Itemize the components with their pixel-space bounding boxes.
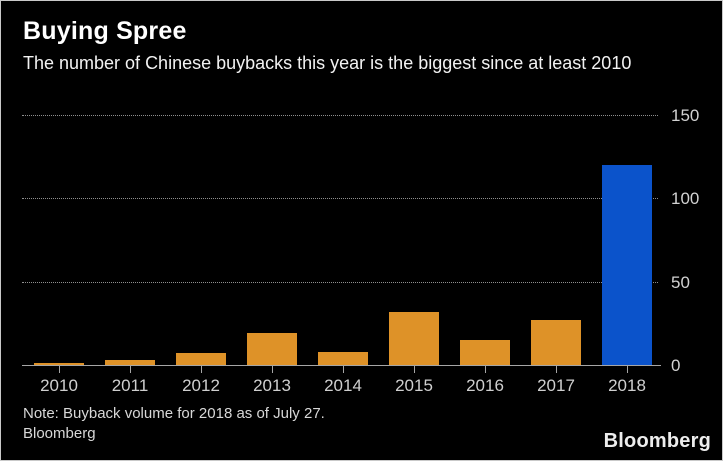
- footnote-line1: Note: Buyback volume for 2018 as of July…: [23, 405, 325, 422]
- bar-2017: [531, 320, 581, 365]
- x-axis-label-2012: 2012: [182, 376, 220, 395]
- x-axis-tick-2014: [343, 366, 344, 373]
- y-axis-label-150: 150: [671, 106, 700, 125]
- bar-2010: [34, 363, 84, 365]
- bloomberg-logo: Bloomberg: [603, 430, 711, 452]
- chart-subtitle: The number of Chinese buybacks this year…: [23, 53, 632, 73]
- x-axis-label-2014: 2014: [324, 376, 362, 395]
- bar-2018: [602, 165, 652, 365]
- x-axis-label-2015: 2015: [395, 376, 433, 395]
- gridline-50: [22, 281, 658, 283]
- x-axis-label-2013: 2013: [253, 376, 291, 395]
- x-axis-label-2018: 2018: [608, 376, 646, 395]
- x-axis-tick-2015: [414, 366, 415, 373]
- bar-2014: [318, 351, 368, 365]
- gridline-100: [22, 198, 658, 200]
- bar-2012: [176, 353, 226, 365]
- footnote-line2: Bloomberg: [23, 425, 96, 442]
- bar-2016: [460, 340, 510, 365]
- x-axis-tick-2017: [556, 366, 557, 373]
- bar-2015: [389, 311, 439, 365]
- x-axis-tick-2016: [485, 366, 486, 373]
- bar-2011: [105, 360, 155, 365]
- x-axis-label-2010: 2010: [40, 376, 78, 395]
- y-axis-label-50: 50: [671, 272, 690, 292]
- x-axis-label-2017: 2017: [537, 376, 575, 395]
- x-axis-tick-2011: [130, 366, 131, 373]
- x-axis-tick-2012: [201, 366, 202, 373]
- gridline-150: [22, 115, 658, 116]
- y-axis-label-100: 100: [671, 189, 700, 209]
- y-axis-label-0: 0: [671, 356, 681, 375]
- chart-title: Buying Spree: [23, 17, 187, 45]
- x-axis-tick-2018: [627, 366, 628, 373]
- footnote: Note: Buyback volume for 2018 as of July…: [23, 404, 325, 444]
- x-axis-line: [22, 365, 661, 366]
- x-axis-tick-2013: [272, 366, 273, 373]
- x-axis-label-2011: 2011: [111, 376, 149, 395]
- bar-2013: [247, 333, 297, 365]
- x-axis-tick-2010: [59, 366, 60, 373]
- x-axis-label-2016: 2016: [466, 376, 504, 395]
